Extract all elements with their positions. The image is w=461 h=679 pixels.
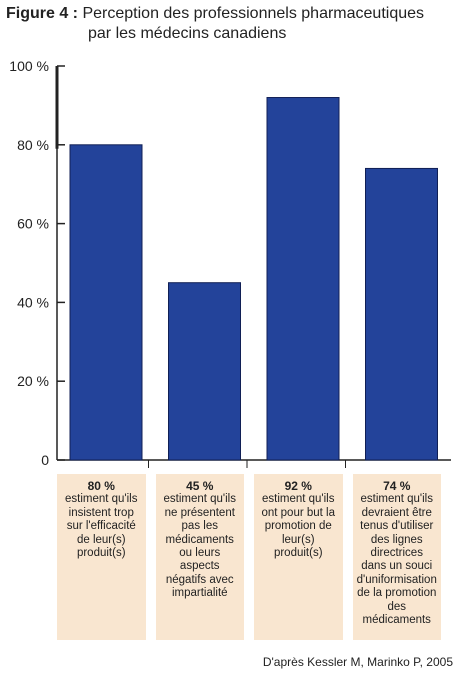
caption-text: estiment qu'ils ont pour but la promotio…: [261, 493, 336, 560]
title-line-1: Perception des professionnels pharmaceut…: [82, 5, 425, 22]
bar-4: [365, 167, 438, 461]
caption-4: 74 % estiment qu'ils devraient être tenus…: [352, 474, 441, 640]
figure-label: Figure 4 :: [6, 5, 79, 22]
caption-1: 80 % estiment qu'ils insistent trop sur l…: [57, 474, 146, 640]
bar-1: [69, 144, 143, 461]
y-tick-label: 100 %: [9, 58, 49, 74]
chart-title: Figure 4 : Perception des professionnels…: [6, 4, 456, 44]
y-tick-label: 0: [41, 452, 49, 468]
caption-text: estiment qu'ils insistent trop sur l'eff…: [64, 493, 138, 560]
caption-percentage: 45 %: [186, 479, 214, 493]
bar-3: [266, 97, 340, 461]
y-axis: 0 20 % 40 % 60 % 80 % 100 %: [9, 58, 451, 468]
y-tick-label: 80 %: [17, 137, 49, 153]
caption-text: estiment qu'ils devraient être tenus d'u…: [356, 493, 437, 627]
caption-percentage: 80 %: [87, 479, 115, 493]
bars: [69, 97, 438, 461]
y-tick-label: 20 %: [17, 373, 49, 389]
y-tick-label: 40 %: [17, 294, 49, 310]
caption-2: 45 % estiment qu'ils ne présentent pas le…: [155, 474, 244, 640]
caption-text: estiment qu'ils ne présentent pas les mé…: [163, 493, 236, 600]
caption-3: 92 % estiment qu'ils ont pour but la prom…: [254, 474, 343, 640]
bar-2: [168, 282, 241, 461]
title-line-2: par les médecins canadiens: [88, 25, 287, 42]
source-note: D'après Kessler M, Marinko P, 2005: [262, 655, 453, 669]
y-tick-label: 60 %: [17, 216, 49, 232]
caption-percentage: 92 %: [284, 479, 312, 493]
caption-percentage: 74 %: [383, 479, 411, 493]
